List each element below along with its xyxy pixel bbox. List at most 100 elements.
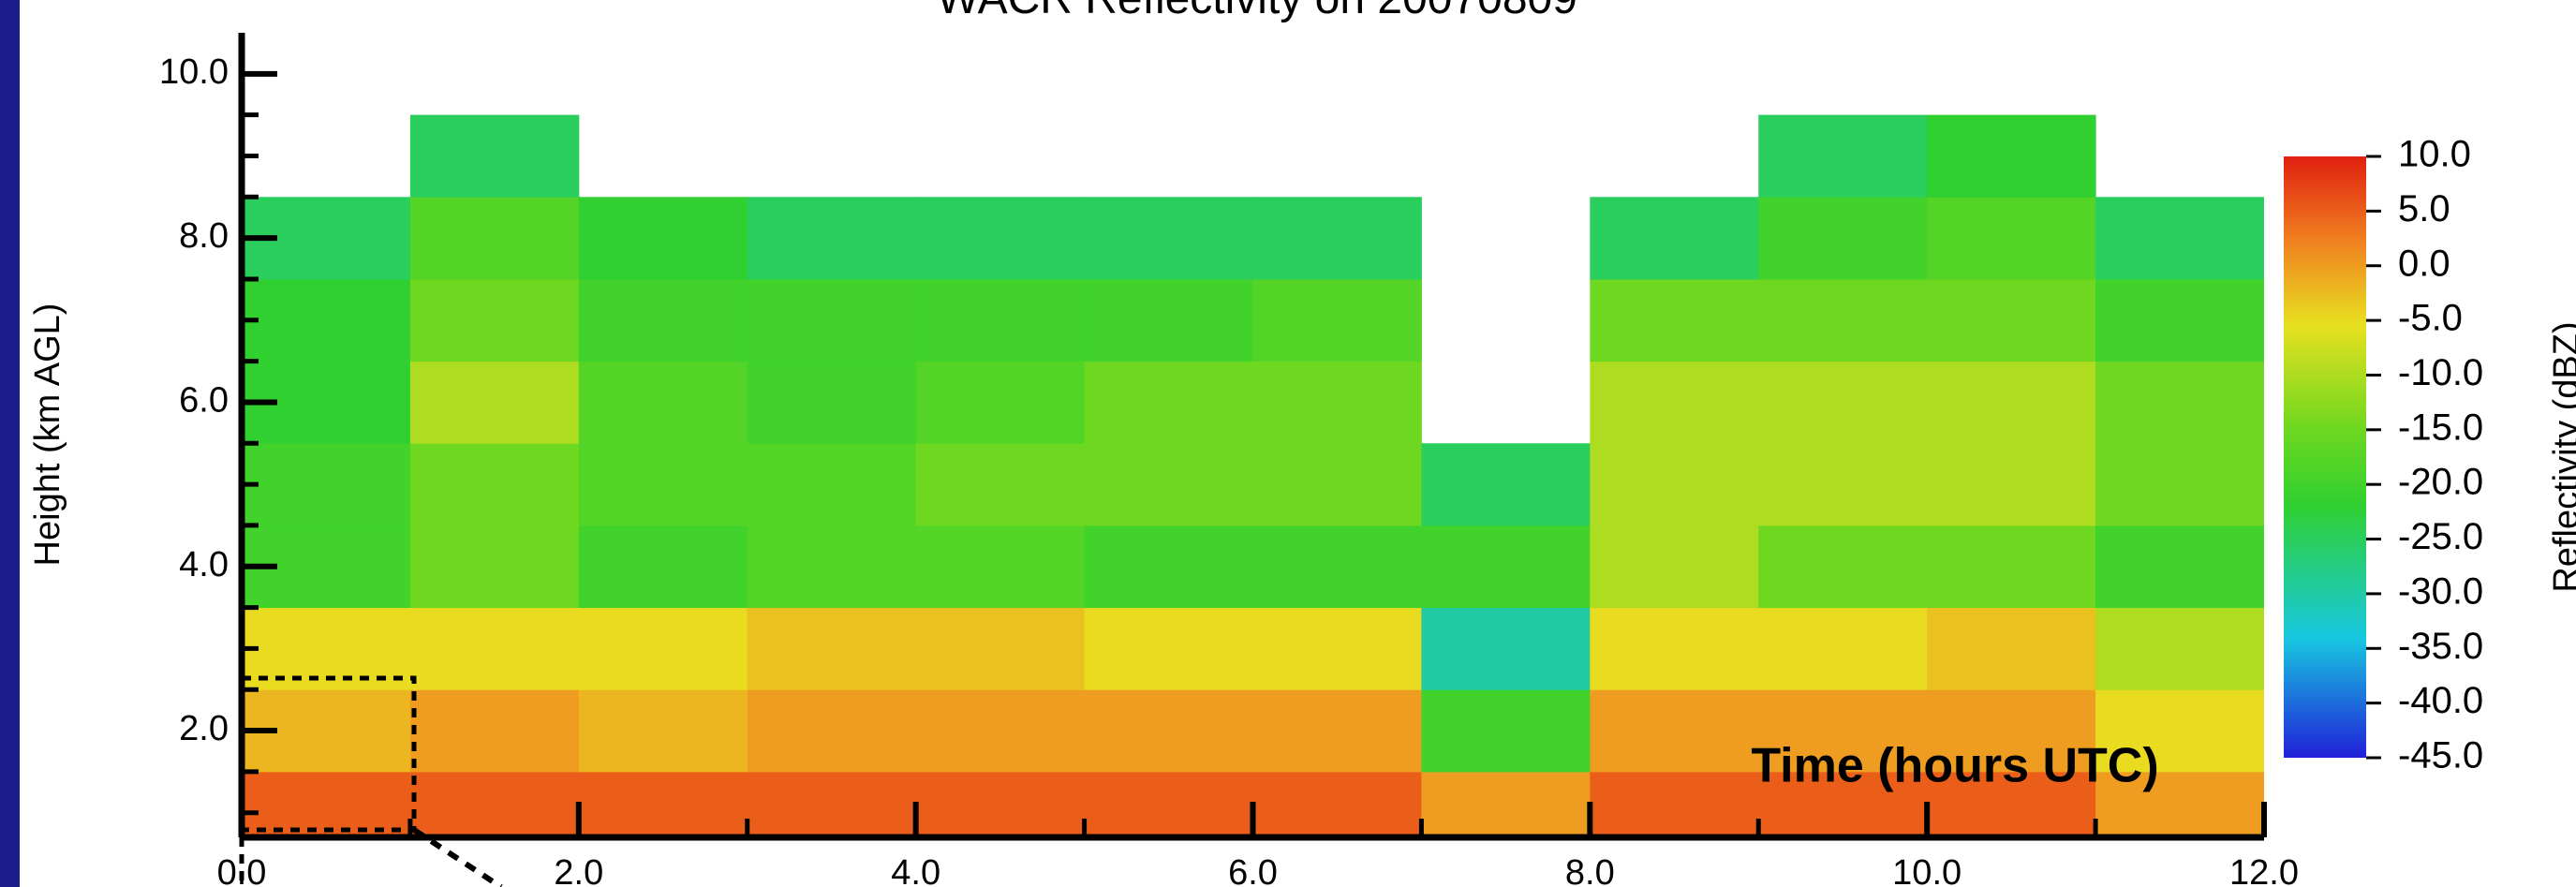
heat-cell [747,443,917,526]
heat-cell [1084,278,1253,362]
heat-cell [747,278,917,362]
colorbar-tick-label: -30.0 [2398,570,2483,612]
heat-cell [1758,689,1928,773]
colorbar-tick-label: 0.0 [2398,243,2450,284]
y-tick-label: 4.0 [179,545,229,584]
heat-cell [1252,525,1422,609]
y-tick-label: 8.0 [179,216,229,256]
zoom-connector [412,827,503,887]
heat-cell [747,525,917,609]
colorbar-tick-label: 10.0 [2398,134,2471,175]
heat-cell [2095,771,2264,837]
heat-cell [578,525,748,609]
heat-cell [1252,607,1422,690]
heat-cell [2095,443,2264,526]
x-tick-label: 6.0 [1228,853,1278,887]
heat-cell [242,278,411,362]
heat-cell [1084,525,1253,609]
heat-cell [1758,525,1928,609]
heat-cell [2095,525,2264,609]
heat-cell [1421,689,1591,773]
heat-cell [578,607,748,690]
heat-cell [578,278,748,362]
heat-cell [242,771,411,837]
heat-cell [1421,771,1591,837]
heat-cell [1927,197,2096,280]
heat-cell [1927,361,2096,444]
heat-cell [1927,443,2096,526]
y-axis-label: Height (km AGL) [28,303,67,567]
heat-cell [1084,361,1253,444]
heat-cell [1590,361,1759,444]
heatmap [242,114,2264,837]
heat-cell [1252,197,1422,280]
y-tick-label: 2.0 [179,709,229,748]
heat-cell [578,771,748,837]
x-tick-label: 12.0 [2229,853,2299,887]
heat-cell [1758,361,1928,444]
heat-cell [242,443,411,526]
heat-cell [578,361,748,444]
heat-cell [1590,689,1759,773]
heat-cell [1084,771,1253,837]
x-tick-label: 10.0 [1892,853,1962,887]
heat-cell [1927,771,2096,837]
heat-cell [1252,361,1422,444]
heat-cell [409,771,580,837]
x-tick-label: 4.0 [891,853,940,887]
x-tick-label: 0.0 [217,853,267,887]
annotation: Time (hours UTC) [1751,739,2158,793]
heat-cell [409,361,580,444]
heat-cell [1252,443,1422,526]
colorbar-tick-label: -15.0 [2398,407,2483,448]
heat-cell [2095,278,2264,362]
colorbar [2284,156,2366,758]
heat-cell [409,689,580,773]
heat-cell [1758,607,1928,690]
heat-cell [2095,197,2264,280]
heat-cell [1252,689,1422,773]
heat-cell [1590,278,1759,362]
heat-cell [409,278,580,362]
heat-cell [1927,525,2096,609]
heat-cell [1084,689,1253,773]
heat-cell [1758,197,1928,280]
heat-cell [915,525,1086,609]
heat-cell [915,443,1086,526]
heat-cell [1084,607,1253,690]
y-tick-label: 10.0 [159,52,229,92]
heat-cell [578,443,748,526]
colorbar-tick-label: -40.0 [2398,680,2483,721]
heat-cell [1084,197,1253,280]
colorbar-tick-label: -25.0 [2398,516,2483,557]
colorbar-tick-label: -45.0 [2398,735,2483,776]
heat-cell [747,771,917,837]
heat-cell [1590,443,1759,526]
heat-cell [1252,771,1422,837]
heat-cell [1590,607,1759,690]
heat-cell [1590,525,1759,609]
heat-cell [1927,689,2096,773]
heat-cell [1252,278,1422,362]
heat-cell [1421,607,1591,690]
colorbar-label: Reflectivity (dBZ) [2547,321,2576,592]
heat-cell [1084,443,1253,526]
colorbar-tick-label: -35.0 [2398,626,2483,667]
zoom-box [239,675,417,833]
chart-title: WACR Reflectivity on 20070809 [937,0,1577,23]
heat-cell [915,197,1086,280]
heat-cell [2095,607,2264,690]
heat-cell [747,361,917,444]
heat-cell [1927,278,2096,362]
heat-cell [578,689,748,773]
side-strip [0,0,20,887]
heat-cell [915,278,1086,362]
heat-cell [2095,361,2264,444]
heat-cell [2095,689,2264,773]
colorbar-tick-label: -10.0 [2398,352,2483,393]
y-tick-label: 6.0 [179,380,229,420]
heat-cell [578,197,748,280]
heat-cell [747,607,917,690]
colorbar-tick-label: -5.0 [2398,298,2463,339]
heat-cell [1758,443,1928,526]
